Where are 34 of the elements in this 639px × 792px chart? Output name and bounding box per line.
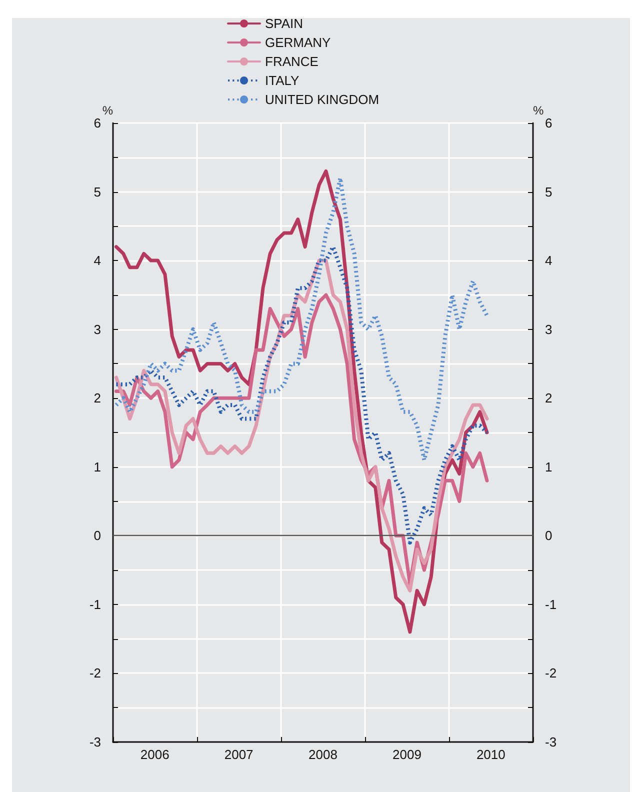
y-tick-label: 6 — [94, 116, 101, 130]
x-tick-label: 2006 — [140, 747, 170, 762]
y2-tick-label: -2 — [545, 666, 557, 681]
y-tick-label: -2 — [89, 666, 101, 681]
legend-label: UNITED KINGDOM — [265, 92, 380, 107]
y-tick-label: 4 — [94, 253, 101, 268]
y-tick-label: 1 — [94, 459, 101, 474]
y-tick-label: 0 — [94, 528, 101, 544]
y2-tick-label: -3 — [545, 734, 557, 750]
line-series — [114, 244, 489, 545]
y2-tick-label: 3 — [545, 322, 552, 337]
x-tick-label: 2010 — [476, 747, 506, 762]
y-tick-label: -3 — [89, 734, 101, 750]
y2-tick-label: 1 — [545, 459, 552, 474]
x-tick-label: 2007 — [224, 747, 254, 762]
y2-tick-label: 4 — [545, 253, 552, 268]
y2-tick-label: -1 — [545, 596, 557, 612]
y2-axis-title: % — [533, 104, 544, 118]
legend-label: SPAIN — [265, 16, 304, 31]
y-tick-label: -1 — [89, 596, 101, 612]
legend-label: FRANCE — [265, 54, 319, 69]
y2-tick-label: 6 — [545, 116, 552, 130]
x-tick-label: 2009 — [392, 747, 422, 762]
line-series — [114, 176, 489, 462]
legend-label: GERMANY — [265, 35, 332, 50]
y-tick-label: 3 — [94, 322, 101, 337]
y2-tick-label: 2 — [545, 390, 552, 406]
x-tick-label: 2008 — [308, 747, 338, 762]
y2-tick-label: 0 — [545, 528, 552, 544]
legend-label: ITALY — [265, 73, 300, 88]
y-tick-label: 5 — [94, 184, 101, 200]
y-tick-label: 2 — [94, 390, 101, 406]
y2-tick-label: 5 — [545, 184, 552, 200]
y-axis-title: % — [102, 104, 114, 118]
